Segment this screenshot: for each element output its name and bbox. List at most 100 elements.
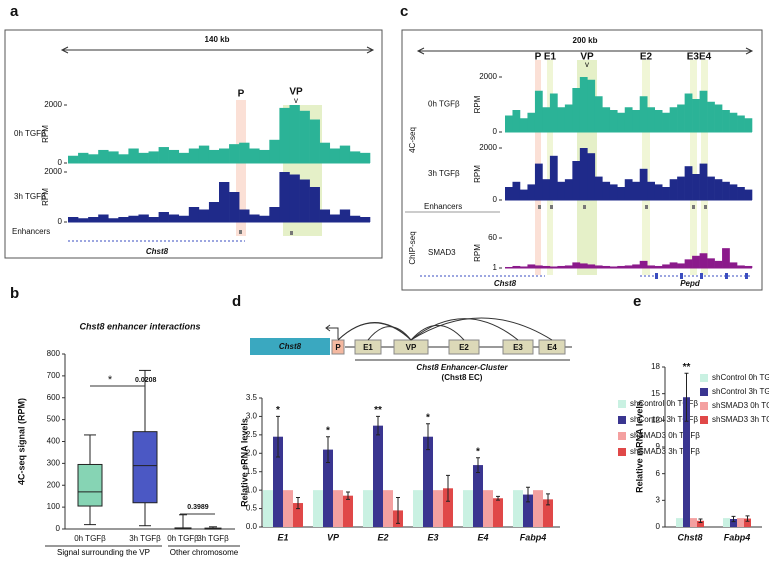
y-tick-label: 0.0: [246, 522, 258, 531]
bar: [463, 490, 473, 527]
y-tick-label: 2000: [479, 72, 497, 81]
signal-bin: [319, 142, 331, 163]
y-tick-label: 2.0: [246, 448, 258, 457]
peak-label: VP: [289, 87, 303, 98]
x-tick-label: Chst8: [677, 532, 702, 542]
panel-label: d: [232, 293, 241, 310]
signal-bin: [319, 209, 331, 222]
promoter-label: P: [335, 343, 341, 352]
y-tick-label: 6: [656, 469, 661, 478]
signal-bin: [632, 110, 641, 132]
signal-bin: [549, 155, 558, 200]
y-tick-label: 2000: [44, 167, 62, 176]
interaction-arc: [410, 317, 553, 341]
x-tick-label: Fabp4: [520, 532, 547, 542]
y-tick-label: 0.5: [246, 504, 258, 513]
axis-label: RPM: [473, 244, 482, 262]
legend-swatch: [618, 432, 626, 440]
signal-bin: [138, 152, 149, 163]
error-bar: [476, 457, 480, 473]
bar: [443, 488, 453, 527]
error-bar: [684, 372, 689, 422]
signal-bin: [68, 217, 79, 222]
bar: [323, 449, 333, 527]
signal-bin: [669, 107, 678, 132]
signal-bin: [98, 214, 109, 222]
signal-bin: [505, 187, 513, 200]
x-tick-label: 3h TGFβ: [197, 534, 229, 543]
significance: *: [426, 412, 430, 423]
signal-bin: [148, 217, 159, 222]
y-tick-label: 60: [488, 233, 497, 242]
signal-bin: [647, 181, 655, 200]
legend-swatch: [700, 374, 708, 382]
track-name: 0h TGFβ: [428, 100, 460, 109]
signal-bin: [632, 181, 641, 200]
signal-bin: [219, 182, 230, 222]
signal-bin: [654, 265, 663, 268]
error-bar: [496, 495, 500, 501]
signal-bin: [108, 151, 119, 163]
enhancer-mark: [704, 205, 707, 209]
signal-bin: [279, 172, 290, 222]
signal-bin: [699, 90, 708, 132]
signal-bin: [239, 209, 250, 222]
bar: [737, 518, 744, 527]
signal-bin: [188, 148, 200, 163]
signal-bin: [519, 189, 528, 200]
signal-bin: [722, 181, 730, 200]
interaction-arc: [410, 325, 465, 341]
bar: [363, 490, 373, 527]
signal-bin: [647, 265, 655, 268]
signal-bin: [617, 187, 626, 200]
enhancer-label: E3: [513, 343, 523, 352]
panel-label: c: [400, 3, 408, 20]
signal-bin: [359, 152, 371, 163]
signal-bin: [684, 166, 693, 200]
group-label: ChIP-seq: [408, 231, 417, 264]
signal-bin: [639, 260, 648, 268]
signal-bin: [579, 148, 588, 200]
axis-label: RPM: [41, 125, 50, 143]
bar: [413, 490, 423, 527]
signal-bin: [549, 266, 558, 268]
signal-bin: [707, 176, 715, 200]
signal-bin: [714, 260, 723, 268]
signal-bin: [289, 105, 300, 163]
signal-bin: [617, 265, 626, 268]
signal-bin: [624, 265, 633, 268]
y-axis-label: Relative mRNA levels: [634, 401, 644, 493]
scale-arrow: [416, 47, 754, 55]
signal-bin: [617, 112, 626, 132]
signal-bin: [309, 119, 320, 163]
legend-label: shSMAD3 0h TGFβ: [712, 401, 769, 410]
signal-bin: [609, 184, 618, 200]
signal-bin: [229, 192, 240, 222]
annotation: *: [108, 374, 113, 386]
error-bar: [426, 423, 430, 451]
peak-label: E3E4: [687, 52, 712, 63]
y-tick-label: 400: [47, 437, 61, 446]
error-bar: [546, 493, 550, 506]
y-tick-label: 600: [47, 393, 61, 402]
peak-label: E2: [640, 52, 653, 63]
signal-bin: [692, 99, 700, 132]
bar: [730, 519, 737, 527]
signal-bin: [564, 265, 573, 268]
y-tick-label: 2.5: [246, 430, 258, 439]
chart-title: Chst8 enhancer interactions: [79, 321, 200, 331]
signal-bin: [309, 187, 320, 222]
signal-bin: [527, 112, 536, 132]
signal-bin: [198, 145, 210, 163]
signal-bin: [329, 214, 341, 222]
signal-bin: [669, 179, 678, 200]
error-bar: [346, 491, 350, 500]
signal-bin: [158, 212, 169, 222]
bar: [273, 436, 283, 527]
signal-bin: [632, 264, 641, 268]
signal-bin: [259, 215, 270, 222]
signal-bin: [729, 262, 738, 268]
track-name: 3h TGFβ: [14, 192, 46, 201]
error-bar: [296, 497, 300, 510]
signal-bin: [259, 149, 270, 163]
